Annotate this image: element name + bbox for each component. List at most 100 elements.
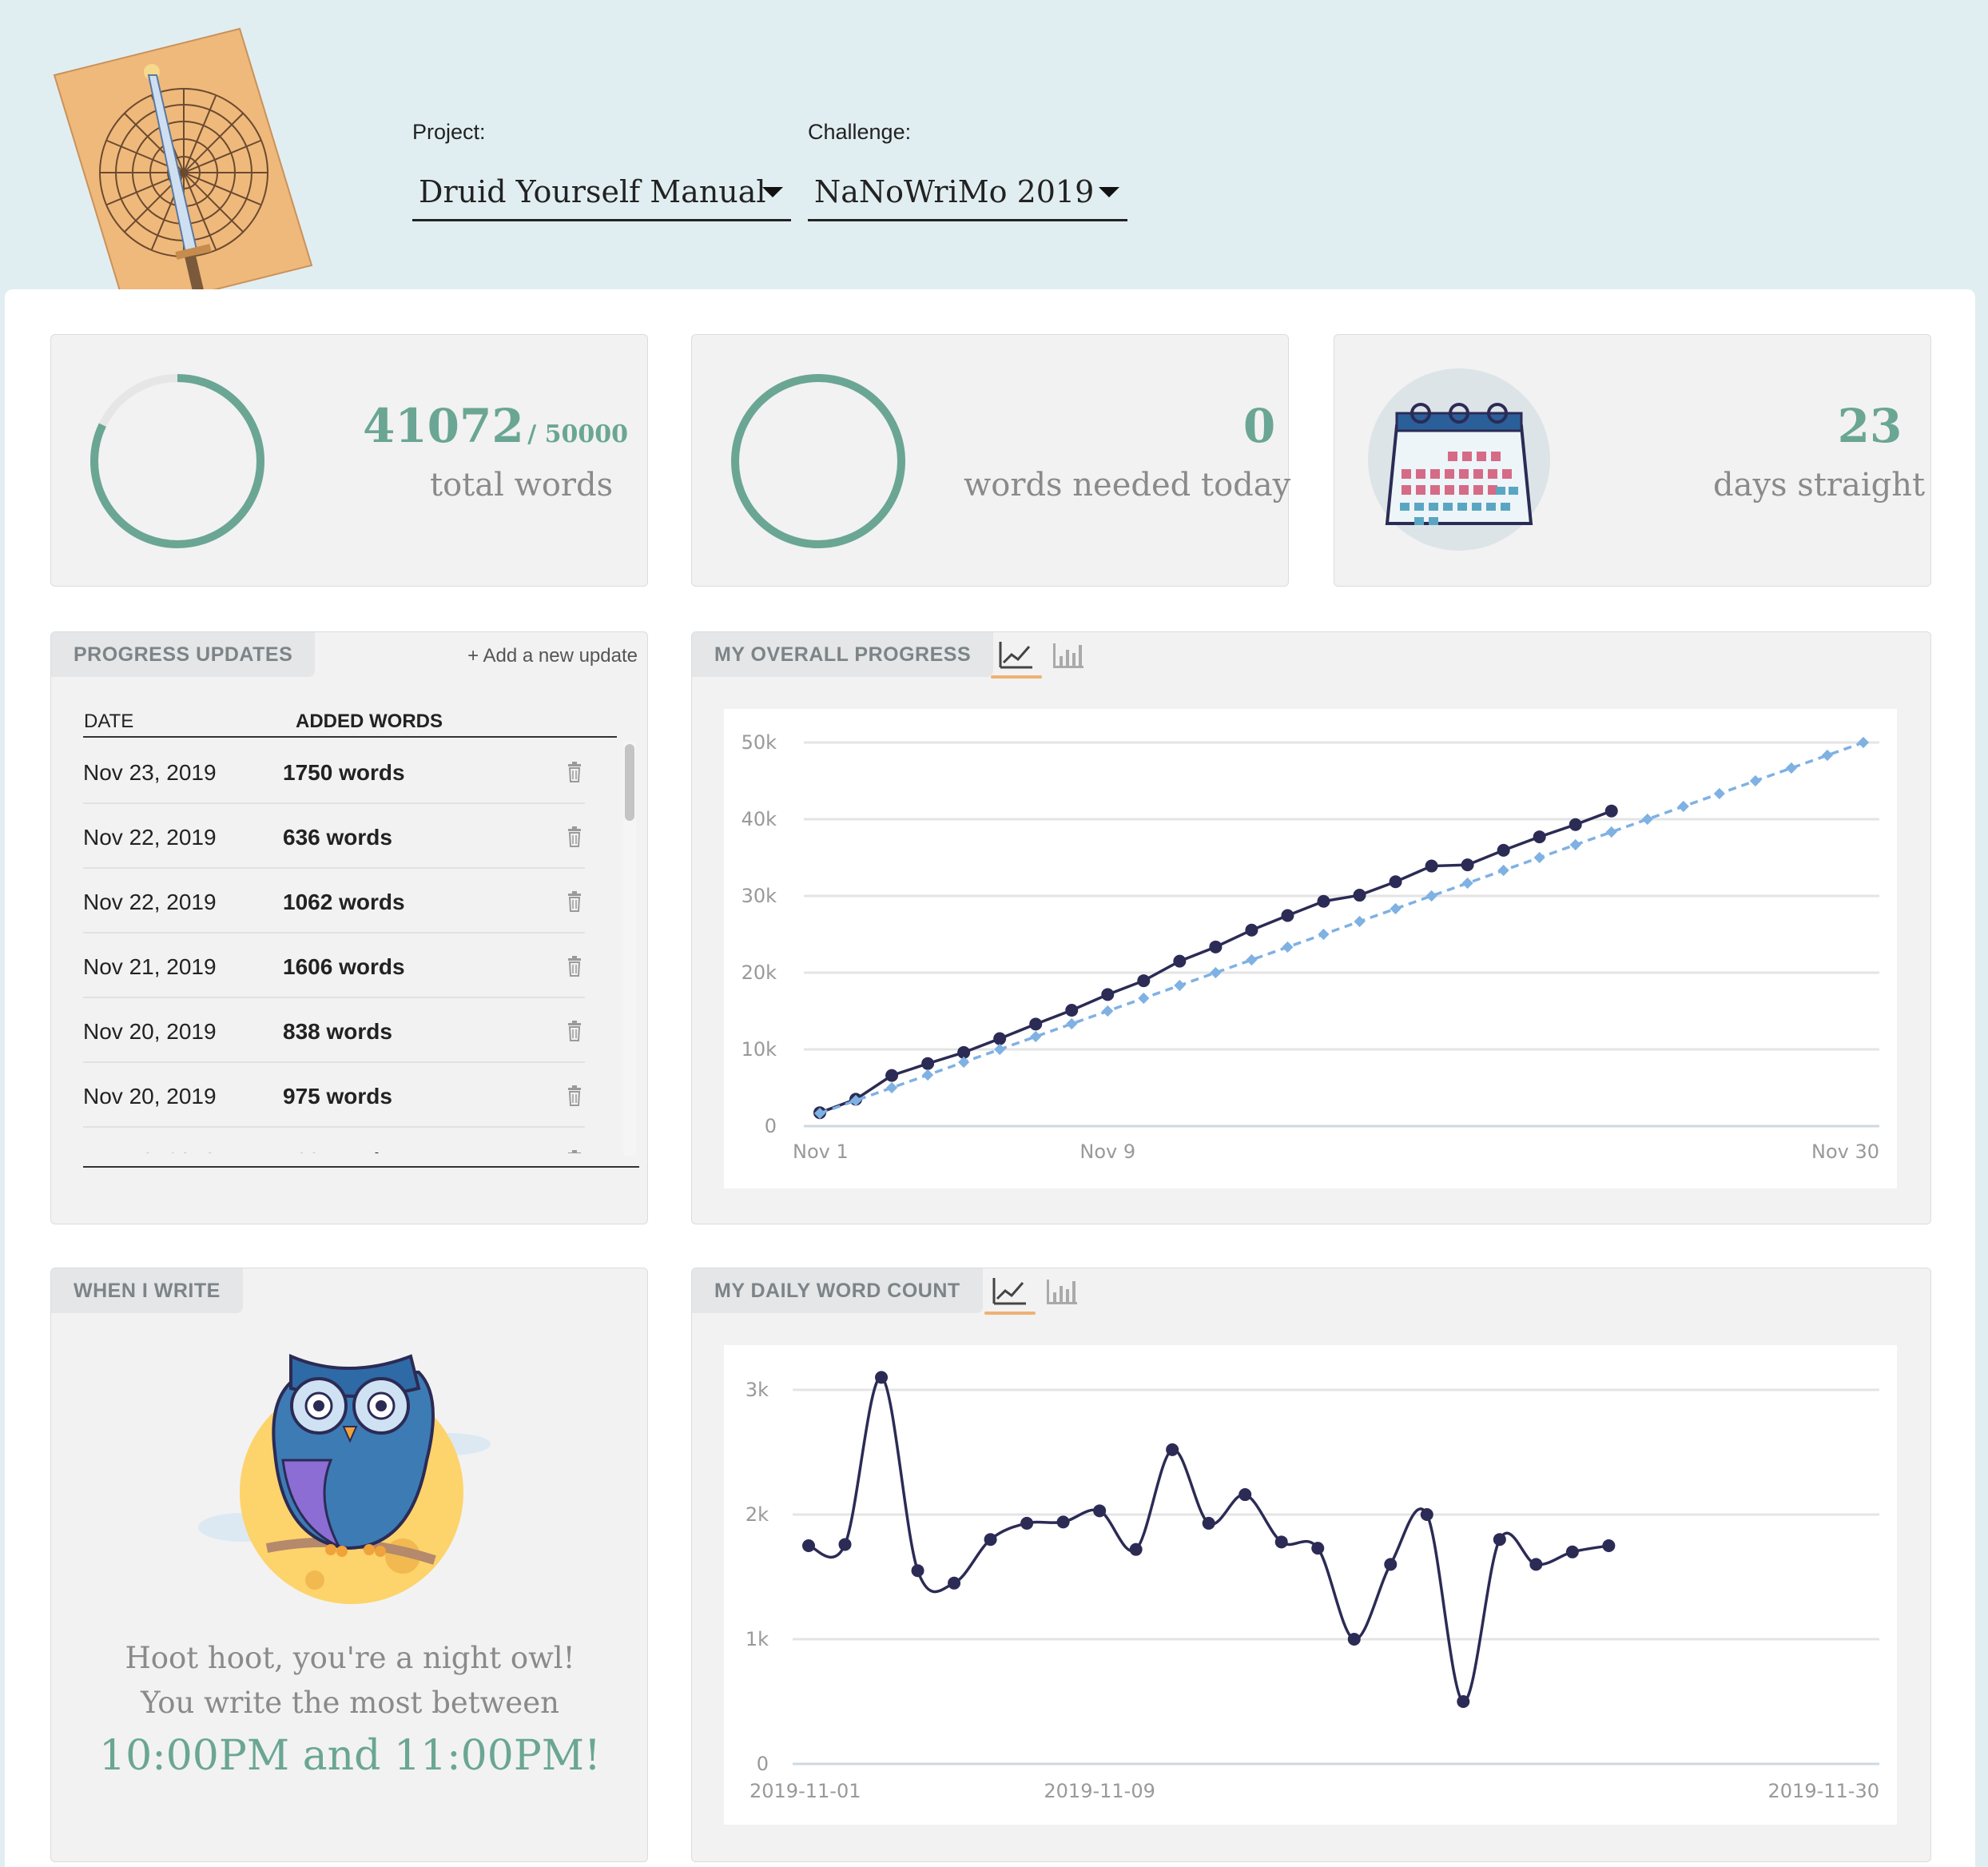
dashboard: 41072 / 50000 total words 0 words needed…: [5, 289, 1975, 1867]
x-tick-label: Nov 30: [1811, 1141, 1879, 1163]
target-point: [1785, 762, 1798, 774]
bar-chart-icon[interactable]: [1042, 1273, 1082, 1308]
data-point: [1093, 1504, 1107, 1518]
trash-icon[interactable]: [566, 1150, 583, 1153]
data-point: [838, 1538, 852, 1551]
active-tab-underline: [984, 1312, 1036, 1315]
target-point: [1390, 902, 1402, 915]
update-words: 636 words: [283, 825, 392, 850]
project-select[interactable]: Druid Yourself Manual: [412, 168, 791, 221]
trash-icon[interactable]: [566, 1021, 583, 1041]
table-row: Nov 21, 2019 1606 words: [83, 932, 585, 998]
progress-updates-card: PROGRESS UPDATES + Add a new update DATE…: [50, 631, 648, 1224]
when-i-write-title: WHEN I WRITE: [51, 1268, 243, 1313]
update-date: Nov 22, 2019: [83, 890, 217, 914]
total-words-number: 41072: [362, 399, 524, 453]
target-point: [1030, 1030, 1042, 1043]
progress-updates-title: PROGRESS UPDATES: [51, 632, 316, 677]
target-point: [922, 1069, 934, 1081]
target-point: [1857, 736, 1870, 749]
streak-label: days straight: [1713, 467, 1926, 504]
y-tick-label: 1k: [746, 1628, 769, 1650]
x-tick-label: Nov 1: [793, 1141, 849, 1163]
header-divider: [83, 736, 617, 738]
update-words: 1062 words: [283, 890, 405, 914]
update-date: Nov 23, 2019: [83, 760, 217, 785]
trash-icon[interactable]: [566, 891, 583, 912]
line-chart-icon[interactable]: [989, 1273, 1029, 1308]
challenge-select[interactable]: NaNoWriMo 2019: [808, 168, 1127, 221]
update-date: Nov 21, 2019: [83, 954, 217, 979]
data-point: [921, 1057, 935, 1070]
data-point: [1497, 843, 1510, 857]
target-point: [1749, 774, 1761, 787]
scrollbar-thumb[interactable]: [625, 744, 634, 821]
data-point: [1065, 1004, 1079, 1017]
trash-icon[interactable]: [566, 1085, 583, 1106]
line-chart-icon[interactable]: [996, 637, 1036, 672]
y-tick-label: 20k: [742, 961, 777, 984]
data-point: [1457, 1695, 1470, 1708]
scrollbar-track[interactable]: [623, 741, 636, 1156]
goal-number: / 50000: [527, 420, 628, 448]
table-row: Nov 23, 2019 1750 words: [83, 738, 585, 804]
y-tick-label: 50k: [742, 731, 777, 754]
bar-chart-icon[interactable]: [1048, 637, 1088, 672]
book-cover-illustration: [53, 27, 313, 289]
trash-icon[interactable]: [566, 762, 583, 782]
update-words: 500 words: [283, 1148, 392, 1153]
data-point: [1166, 1443, 1179, 1456]
progress-ring: [90, 374, 264, 548]
target-point: [1533, 851, 1545, 864]
target-point: [994, 1043, 1006, 1056]
data-point: [1565, 1545, 1579, 1558]
target-point: [1641, 813, 1653, 826]
actual-series-line: [819, 810, 1612, 1114]
data-point: [1420, 1508, 1433, 1521]
target-point: [1282, 941, 1294, 953]
calendar-icon: [1368, 368, 1550, 551]
data-point: [1311, 1542, 1325, 1555]
trash-icon[interactable]: [566, 956, 583, 977]
overall-progress-chart: 0 10k 20k 30k 40k 50k Nov 1 Nov 9 Nov 30: [742, 731, 1879, 1163]
data-point: [885, 1069, 899, 1082]
data-point: [1384, 1558, 1398, 1571]
data-point: [1029, 1017, 1043, 1031]
target-point: [1066, 1017, 1078, 1030]
data-point: [1493, 1533, 1506, 1547]
data-point: [1317, 894, 1330, 908]
trash-icon[interactable]: [566, 826, 583, 847]
total-words-label: total words: [430, 467, 614, 504]
add-update-link[interactable]: + Add a new update: [467, 645, 638, 667]
table-row: Nov 22, 2019 1062 words: [83, 867, 585, 934]
data-point: [984, 1533, 997, 1547]
overall-progress-card: MY OVERALL PROGRESS 0 10k 20k 30k 40k 50k Nov …: [691, 631, 1931, 1224]
update-words: 1606 words: [283, 954, 405, 979]
challenge-label: Challenge:: [808, 120, 912, 144]
overall-chart-area: 0 10k 20k 30k 40k 50k Nov 1 Nov 9 Nov 30: [724, 709, 1897, 1188]
target-point: [1210, 966, 1222, 979]
data-point: [1202, 1516, 1215, 1530]
y-tick-label: 0: [765, 1115, 777, 1137]
updates-list: Nov 23, 2019 1750 words Nov 22, 2019 636 wo…: [51, 738, 649, 1153]
date-column-header: DATE: [84, 711, 134, 732]
data-point: [1020, 1516, 1034, 1530]
overall-progress-title: MY OVERALL PROGRESS: [692, 632, 994, 677]
y-tick-label: 30k: [742, 885, 777, 907]
data-point: [1602, 1539, 1616, 1552]
owl-illustration: [198, 1353, 491, 1604]
data-point: [1461, 858, 1474, 872]
challenge-value: NaNoWriMo 2019: [814, 174, 1095, 209]
data-point: [1281, 909, 1294, 922]
data-point: [1173, 954, 1187, 968]
data-point: [1604, 804, 1618, 818]
data-point: [1389, 875, 1402, 889]
target-point: [1318, 928, 1330, 941]
target-point: [1102, 1005, 1114, 1017]
target-point: [1425, 890, 1437, 902]
y-tick-label: 40k: [742, 808, 777, 830]
update-date: Nov 20, 2019: [83, 1084, 217, 1109]
daily-word-count-title: MY DAILY WORD COUNT: [692, 1268, 983, 1313]
daily-word-count-card: MY DAILY WORD COUNT 0 1k 2k 3k 2019-11-01 201…: [691, 1268, 1931, 1862]
writing-time-window: 10:00PM and 11:00PM!: [99, 1732, 601, 1780]
